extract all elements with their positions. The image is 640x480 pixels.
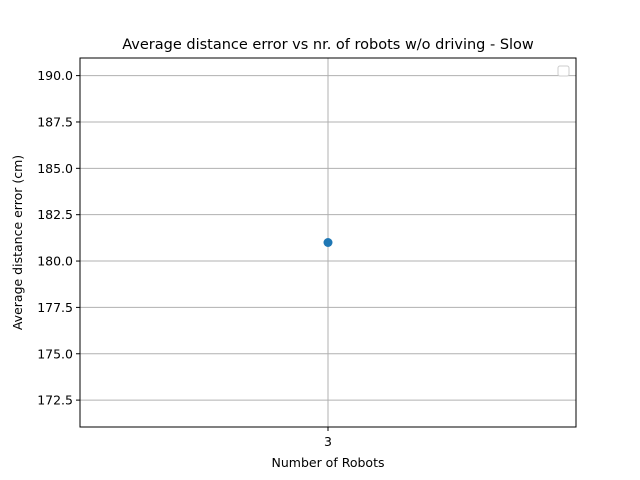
y-tick-label: 177.5 [37,300,73,315]
legend-box [557,65,570,77]
data-points [323,238,333,247]
y-tick-label: 187.5 [37,114,73,129]
x-axis-label: Number of Robots [272,455,385,470]
plot-area-frame [79,57,577,428]
y-axis-label: Average distance error (cm) [10,155,25,330]
y-tick-label: 190.0 [37,68,73,83]
data-point [323,238,333,247]
axis-ticks: 172.5 175.0 177.5 180.0 182.5 185.0 187.5 190.0… [37,68,332,449]
chart-title: Average distance error vs nr. of robots … [122,37,534,53]
y-tick-label: 175.0 [37,346,73,361]
y-tick-label: 182.5 [37,207,73,222]
y-tick-label: 185.0 [37,161,73,176]
x-tick-label: 3 [324,434,332,449]
y-tick-label: 180.0 [37,254,73,269]
y-tick-label: 172.5 [37,393,73,408]
